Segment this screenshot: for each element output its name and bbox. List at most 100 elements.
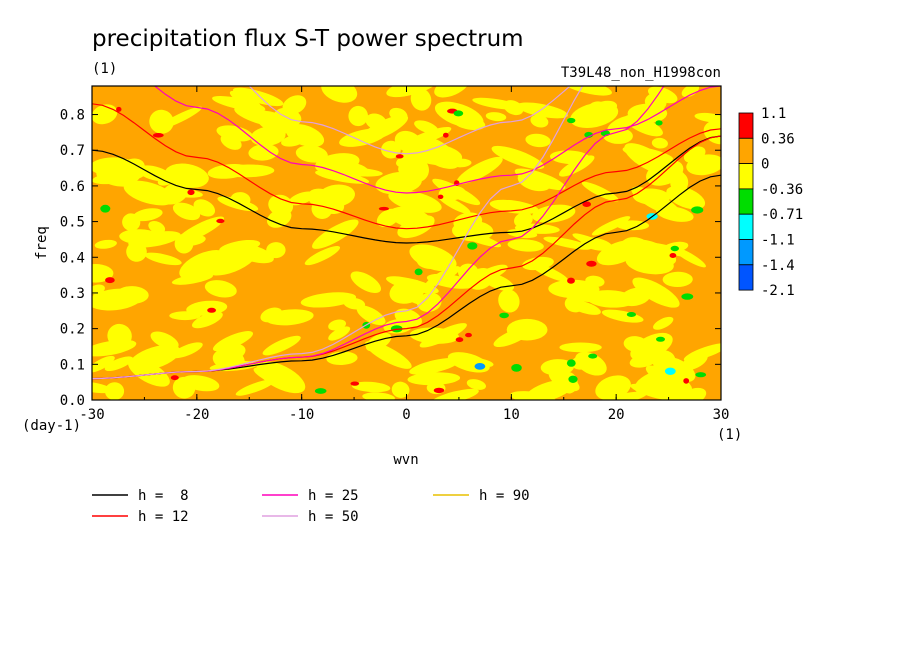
field-spot xyxy=(187,189,195,196)
field-patch xyxy=(148,220,166,234)
field-patch xyxy=(597,391,647,400)
dispersion-curve xyxy=(92,103,721,230)
field-patch xyxy=(412,135,460,169)
colorbar-label: -0.71 xyxy=(761,207,803,223)
field-spot xyxy=(683,378,690,384)
field-patch xyxy=(514,212,533,228)
y-axis-title: freq xyxy=(34,226,50,260)
field-patch xyxy=(624,143,671,175)
x-tick-label: -20 xyxy=(184,407,209,423)
field-patch xyxy=(596,240,641,266)
field-patch xyxy=(172,202,201,221)
field-spot xyxy=(414,268,423,276)
field-patch xyxy=(218,343,246,361)
field-patch xyxy=(92,339,137,357)
field-patch xyxy=(265,309,314,326)
field-patch xyxy=(623,336,648,353)
x-axis: -30 -20 -10 0 10 20 30 xyxy=(79,86,729,423)
colorbar-label: -0.36 xyxy=(761,182,803,198)
field-spot xyxy=(656,336,665,342)
spectrum-field xyxy=(92,86,721,400)
field-patch xyxy=(351,381,391,393)
field-patch xyxy=(172,376,196,399)
field-patch xyxy=(452,220,494,242)
field-spot xyxy=(655,120,663,126)
field-patch xyxy=(386,86,438,98)
field-patch xyxy=(262,335,301,356)
field-patch xyxy=(662,271,693,288)
field-patch xyxy=(207,164,250,179)
colorbar-swatch xyxy=(738,188,754,215)
colorbar-label: -1.4 xyxy=(761,258,795,274)
field-patch xyxy=(285,124,325,148)
field-patch xyxy=(628,239,677,266)
field-patch xyxy=(525,379,574,400)
field-spot xyxy=(691,206,704,214)
field-spot xyxy=(100,204,111,213)
field-spot xyxy=(378,206,389,211)
field-patch xyxy=(686,154,721,176)
field-spot xyxy=(499,312,509,319)
field-patch xyxy=(453,115,486,131)
y-tick-label: 0.0 xyxy=(60,393,85,409)
field-patch xyxy=(507,239,544,252)
field-patch xyxy=(92,381,113,394)
field-patch xyxy=(365,332,392,352)
field-patch xyxy=(216,125,253,142)
field-patch xyxy=(410,88,432,111)
field-spot xyxy=(566,359,576,367)
field-patch xyxy=(602,127,633,144)
field-patch xyxy=(529,262,569,282)
field-patch xyxy=(171,342,203,359)
field-patch xyxy=(559,342,602,353)
field-spot xyxy=(207,307,217,313)
field-patch xyxy=(498,289,520,313)
field-spot xyxy=(664,367,676,375)
field-patch xyxy=(122,213,141,232)
field-spot xyxy=(105,277,115,284)
field-spot xyxy=(584,131,594,138)
field-patch xyxy=(144,252,182,266)
colorbar-swatch xyxy=(738,163,754,190)
y-axis: 0.0 0.1 0.2 0.3 0.4 0.5 0.6 0.7 0.8 xyxy=(60,108,721,409)
field-patch xyxy=(431,388,479,400)
field-patch xyxy=(403,292,433,307)
field-patch xyxy=(212,95,266,112)
y-tick-label: 0.3 xyxy=(60,286,85,302)
field-patch xyxy=(394,308,422,328)
colorbar-label: -1.1 xyxy=(761,233,795,249)
field-patch xyxy=(321,86,358,103)
field-patch xyxy=(531,204,576,223)
field-patch xyxy=(432,178,481,206)
field-patch xyxy=(485,112,507,122)
field-patch xyxy=(132,208,163,222)
x-unit-label: (1) xyxy=(717,427,742,443)
field-patch xyxy=(530,114,549,128)
field-patch xyxy=(681,86,700,98)
y-tick-label: 0.2 xyxy=(60,322,85,338)
field-patch xyxy=(591,216,631,236)
colorbar-swatch xyxy=(738,213,754,240)
field-patch xyxy=(94,239,117,249)
field-patch xyxy=(419,323,467,348)
field-spot xyxy=(170,375,179,381)
field-spot xyxy=(695,372,707,378)
field-patch xyxy=(250,126,286,146)
field-patch xyxy=(548,279,600,299)
field-patch xyxy=(653,316,674,330)
field-patch xyxy=(586,290,635,308)
field-spot xyxy=(350,381,360,386)
field-patch xyxy=(381,140,401,159)
field-patch xyxy=(414,120,439,134)
field-patch xyxy=(176,216,225,244)
field-spot xyxy=(626,312,637,317)
field-patch xyxy=(489,199,539,215)
field-patch xyxy=(350,271,382,294)
x-tick-label: 0 xyxy=(402,407,410,423)
field-patch xyxy=(104,356,134,371)
field-patch xyxy=(248,144,279,161)
y-tick-label: 0.1 xyxy=(60,357,85,373)
field-spot xyxy=(568,375,578,383)
field-patch xyxy=(92,284,105,295)
field-patch xyxy=(388,190,442,213)
